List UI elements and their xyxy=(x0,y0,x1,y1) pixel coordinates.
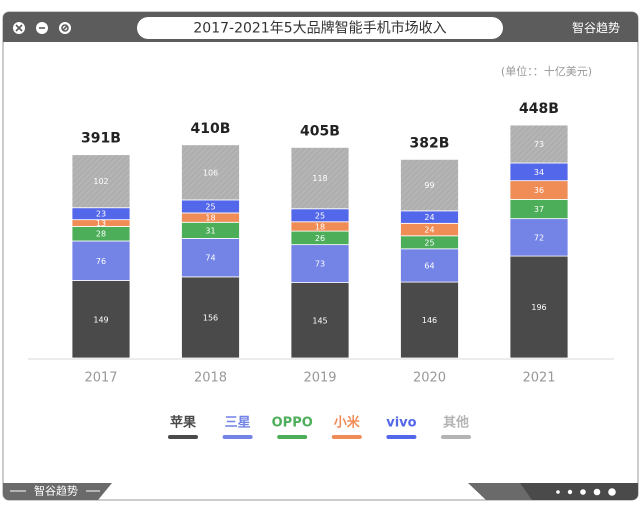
bar-segment xyxy=(290,146,350,210)
legend-label: 苹果 xyxy=(170,415,196,431)
brand: 智谷趋势 xyxy=(572,20,620,35)
bar-segment xyxy=(71,154,131,209)
chart-title: 2017-2021年5大品牌智能手机市场收入 xyxy=(193,20,446,37)
segment-label: 36 xyxy=(534,186,544,195)
total-label: 410B xyxy=(191,121,231,137)
bar-segment xyxy=(509,124,569,164)
total-label: 391B xyxy=(81,131,121,147)
bar-segment xyxy=(509,218,569,257)
segment-label: 145 xyxy=(312,316,327,325)
segment-label: 26 xyxy=(315,234,325,243)
segment-label: 34 xyxy=(534,168,544,177)
segment-label: 99 xyxy=(424,181,434,190)
segment-label: 25 xyxy=(205,202,215,211)
segment-label: 196 xyxy=(531,303,546,312)
legend-swatch xyxy=(277,435,308,439)
x-tick-label: 2021 xyxy=(522,371,555,386)
segment-label: 25 xyxy=(424,238,434,247)
legend-label: vivo xyxy=(386,416,416,431)
bar-segment xyxy=(290,282,350,359)
segment-label: 146 xyxy=(422,316,437,325)
bar-segment xyxy=(181,144,240,201)
bar-segment xyxy=(181,276,240,359)
legend-label: 小米 xyxy=(334,415,361,431)
title-pill xyxy=(137,17,503,39)
legend-label: 其他 xyxy=(443,415,469,431)
total-label: 405B xyxy=(300,123,340,139)
bar-segment xyxy=(509,255,569,359)
total-label: 448B xyxy=(519,101,559,117)
segment-label: 149 xyxy=(93,315,108,324)
segment-label: 23 xyxy=(96,210,106,219)
segment-label: 13 xyxy=(96,219,106,228)
x-tick-label: 2019 xyxy=(303,371,336,386)
segment-label: 102 xyxy=(93,177,108,186)
segment-label: 24 xyxy=(424,213,434,222)
footer-brand: 智谷趋势 xyxy=(34,484,78,498)
total-label: 382B xyxy=(410,135,450,151)
segment-label: 18 xyxy=(315,222,325,231)
bar-segment xyxy=(400,248,459,283)
legend-swatch xyxy=(441,435,471,439)
segment-label: 28 xyxy=(96,230,106,239)
segment-label: 24 xyxy=(424,226,434,235)
segment-label: 156 xyxy=(203,313,218,322)
legend-swatch xyxy=(331,435,362,439)
unit-note: (单位：：十亿美元) xyxy=(501,64,592,78)
segment-label: 25 xyxy=(315,211,325,220)
segment-label: 31 xyxy=(205,226,215,235)
footer-tab xyxy=(3,483,112,500)
x-tick-label: 2020 xyxy=(413,371,446,386)
segment-label: 73 xyxy=(315,260,325,269)
bar-segment xyxy=(400,281,459,359)
segment-label: 72 xyxy=(534,233,544,242)
segment-label: 64 xyxy=(424,261,434,270)
bar-segment xyxy=(290,244,350,283)
segment-label: 118 xyxy=(312,174,327,183)
bar-segment xyxy=(71,280,131,359)
segment-label: 73 xyxy=(534,140,544,149)
bar-segment xyxy=(71,240,131,281)
legend-label: OPPO xyxy=(272,416,313,431)
footer-right-dark xyxy=(520,483,638,500)
segment-label: 37 xyxy=(534,205,544,214)
legend-swatch xyxy=(386,435,417,439)
segment-label: 18 xyxy=(205,214,215,223)
x-tick-label: 2018 xyxy=(194,371,227,386)
segment-label: 106 xyxy=(203,168,218,177)
legend-label: 三星 xyxy=(225,416,251,431)
segment-label: 76 xyxy=(96,257,106,266)
segment-label: 74 xyxy=(205,254,215,263)
legend-swatch xyxy=(222,435,253,439)
x-tick-label: 2017 xyxy=(84,371,117,386)
legend-swatch xyxy=(168,435,198,439)
bar-segment xyxy=(181,237,240,278)
button-icons xyxy=(15,24,69,32)
page-dots[interactable] xyxy=(556,488,616,496)
bar-segment xyxy=(400,158,459,212)
